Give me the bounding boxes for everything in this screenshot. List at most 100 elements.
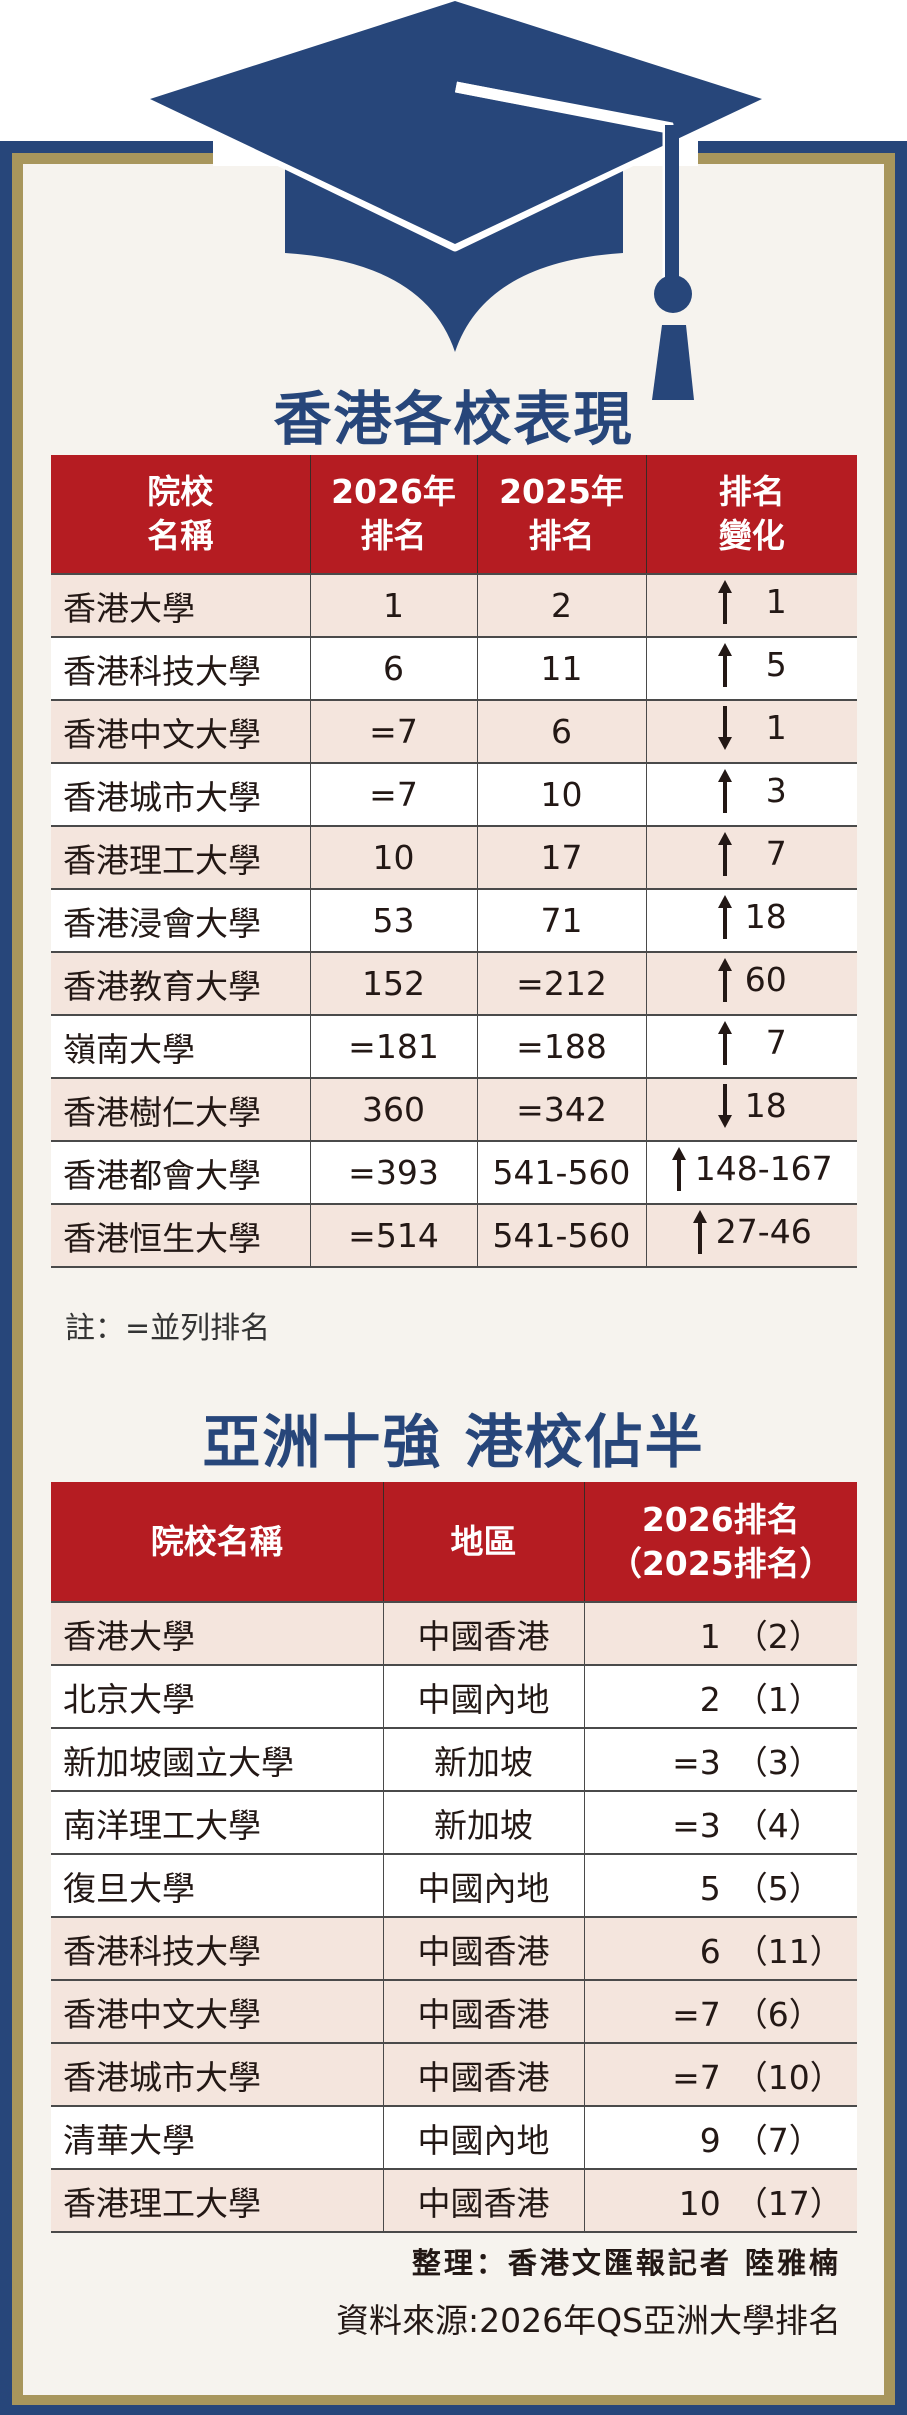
institution-name: 香港中文大學 (51, 699, 310, 763)
rank-2025: （4） (734, 1805, 822, 1845)
rank-change: 7 (645, 1014, 857, 1078)
institution-name: 香港城市大學 (51, 2042, 383, 2106)
rank-2025: 17 (476, 825, 646, 889)
region: 新加坡 (382, 1727, 584, 1791)
institution-name: 香港科技大學 (51, 636, 310, 700)
rank-2025: 71 (476, 888, 646, 952)
rank-2025: 541-560 (476, 1140, 646, 1204)
rank-change: 18 (645, 888, 857, 952)
header-rank-2026: 2026年 排名 (309, 455, 477, 574)
header-institution: 院校 名稱 (51, 455, 310, 574)
rank-change-value: 5 (765, 645, 787, 684)
arrow-up-icon (671, 1146, 687, 1191)
rank-2025: =342 (476, 1077, 646, 1141)
rank-change: 5 (645, 636, 857, 700)
rank-2025: （2） (734, 1616, 822, 1656)
institution-name: 香港城市大學 (51, 762, 310, 826)
rank-2026: =514 (309, 1203, 477, 1268)
rank-change-value: 60 (744, 960, 787, 999)
rankings: =7 （6） (583, 1979, 857, 2043)
rank-2026: 10 (309, 825, 477, 889)
rank-change-value: 148-167 (694, 1149, 833, 1188)
header-region: 地區 (382, 1482, 584, 1602)
header-institution-name: 院校名稱 (51, 1482, 383, 1602)
rank-2026: =3 (672, 1742, 721, 1782)
rank-2026: =393 (309, 1140, 477, 1204)
arrow-up-icon (717, 642, 733, 687)
institution-name: 新加坡國立大學 (51, 1727, 383, 1791)
arrow-up-icon (717, 831, 733, 876)
rank-change-value: 1 (765, 582, 787, 621)
rank-change-value: 7 (765, 834, 787, 873)
rank-2026: =7 (309, 699, 477, 763)
rank-2025: 2 (476, 573, 646, 637)
rank-change: 18 (645, 1077, 857, 1141)
rank-change: 148-167 (645, 1140, 857, 1204)
source-line: 資料來源:2026年QS亞洲大學排名 (335, 2301, 841, 2340)
rank-2025: （5） (734, 1868, 822, 1908)
rank-2025: =212 (476, 951, 646, 1015)
arrow-up-icon (717, 579, 733, 624)
rankings: 9 （7） (583, 2105, 857, 2169)
rank-2026: =7 (672, 2057, 721, 2097)
credit-line: 整理：香港文匯報記者 陸雅楠 (411, 2246, 841, 2280)
rank-change-value: 18 (744, 897, 787, 936)
arrow-up-icon (717, 768, 733, 813)
rank-2025: （7） (734, 2120, 822, 2160)
region: 中國內地 (382, 2105, 584, 2169)
section1-title: 香港各校表現 (273, 385, 634, 453)
region: 新加坡 (382, 1790, 584, 1854)
arrow-up-icon (692, 1209, 708, 1254)
table-row: 香港理工大學 10 17 7 (51, 825, 857, 889)
rank-change: 1 (645, 573, 857, 637)
graduation-cap-icon (145, 0, 767, 400)
hk-university-ranking-table: 院校 名稱 2026年 排名 2025年 排名 排名 變化 香港大學 1 2 1 香港科… (51, 455, 857, 1268)
rank-2025: 541-560 (476, 1203, 646, 1268)
institution-name: 香港教育大學 (51, 951, 310, 1015)
arrow-up-icon (717, 1020, 733, 1065)
rank-2026: 9 (699, 2120, 721, 2160)
rank-change: 60 (645, 951, 857, 1015)
rank-2026: 152 (309, 951, 477, 1015)
rank-2026: 2 (699, 1679, 721, 1719)
region: 中國香港 (382, 2042, 584, 2106)
rankings: 2 （1） (583, 1664, 857, 1728)
header-rank-change: 排名 變化 (645, 455, 857, 574)
rankings: =7 （10） (583, 2042, 857, 2106)
rank-change-value: 18 (744, 1086, 787, 1125)
institution-name: 香港樹仁大學 (51, 1077, 310, 1141)
rank-2026: =181 (309, 1014, 477, 1078)
rank-change: 1 (645, 699, 857, 763)
rank-2025: 6 (476, 699, 646, 763)
rankings: 6 （11） (583, 1916, 857, 1980)
table-row: 復旦大學 中國內地 5 （5） (51, 1853, 857, 1917)
rank-2025: （10） (734, 2057, 843, 2097)
table-row: 香港浸會大學 53 71 18 (51, 888, 857, 952)
table-row: 香港中文大學 =7 6 1 (51, 699, 857, 763)
table-row: 香港教育大學 152 =212 60 (51, 951, 857, 1015)
rank-2025: 11 (476, 636, 646, 700)
institution-name: 復旦大學 (51, 1853, 383, 1917)
institution-name: 南洋理工大學 (51, 1790, 383, 1854)
rank-2026: =7 (309, 762, 477, 826)
table-row: 香港科技大學 中國香港 6 （11） (51, 1916, 857, 1980)
rankings: 5 （5） (583, 1853, 857, 1917)
rankings: 10 （17） (583, 2168, 857, 2233)
rank-change-value: 27-46 (715, 1212, 812, 1251)
rank-2025: （17） (734, 2183, 843, 2223)
table-row: 清華大學 中國內地 9 （7） (51, 2105, 857, 2169)
table-row: 香港大學 1 2 1 (51, 573, 857, 637)
institution-name: 香港大學 (51, 573, 310, 637)
table-row: 北京大學 中國內地 2 （1） (51, 1664, 857, 1728)
region: 中國香港 (382, 1601, 584, 1665)
table-row: 南洋理工大學 新加坡 =3 （4） (51, 1790, 857, 1854)
institution-name: 北京大學 (51, 1664, 383, 1728)
institution-name: 香港大學 (51, 1601, 383, 1665)
rankings: 1 （2） (583, 1601, 857, 1665)
table-row: 嶺南大學 =181 =188 7 (51, 1014, 857, 1078)
institution-name: 香港都會大學 (51, 1140, 310, 1204)
institution-name: 嶺南大學 (51, 1014, 310, 1078)
rank-2026: =7 (672, 1994, 721, 2034)
region: 中國香港 (382, 1979, 584, 2043)
rank-2026: 1 (309, 573, 477, 637)
